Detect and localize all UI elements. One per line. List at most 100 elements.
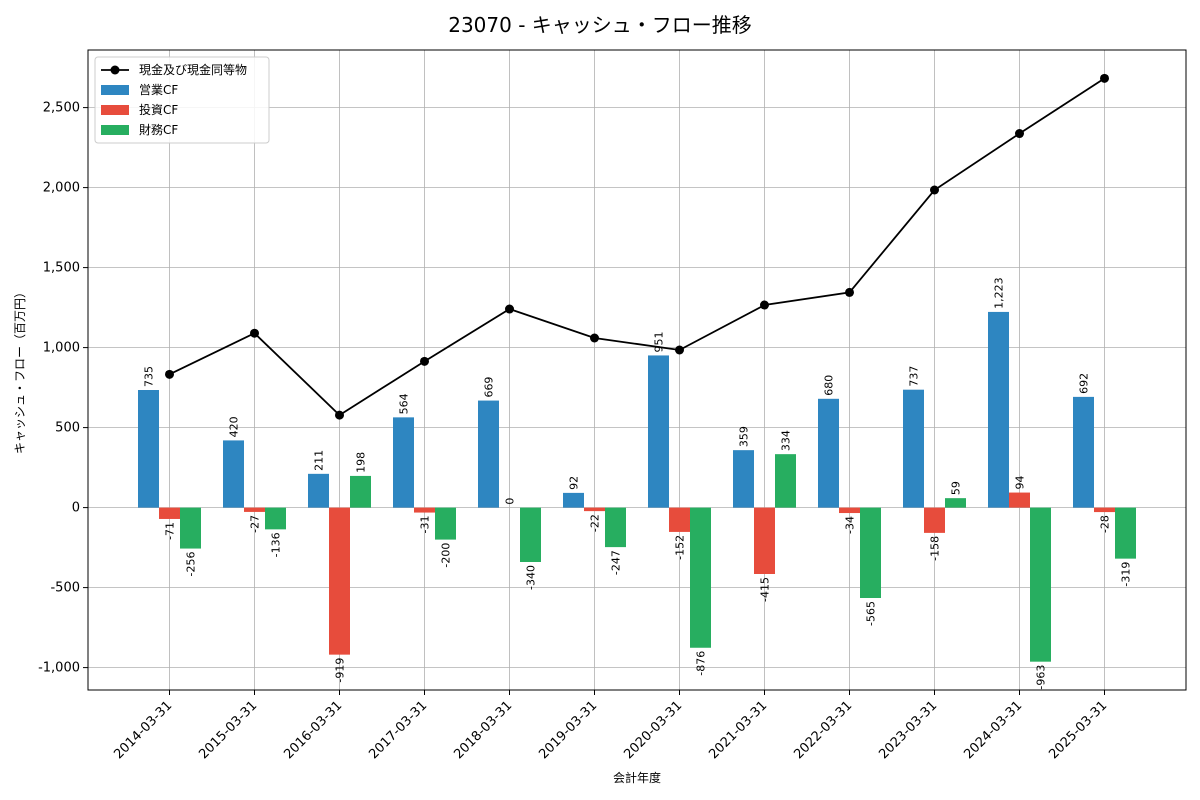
legend-swatch	[101, 85, 129, 95]
bar	[754, 507, 775, 574]
y-tick-label: -500	[50, 581, 80, 596]
cash-line	[165, 73, 1109, 420]
bar	[244, 507, 265, 512]
bar	[818, 398, 839, 508]
x-tick-label: 2017-03-31	[366, 698, 430, 762]
y-tick-label: -1,000	[38, 661, 80, 676]
cash-line-path	[169, 77, 1105, 417]
cash-line-point	[165, 369, 174, 379]
bar-value-label: 59	[950, 481, 963, 495]
bar-value-label: -919	[334, 658, 347, 683]
bar-value-label: 951	[653, 331, 666, 352]
cash-line-point	[930, 185, 939, 195]
y-tick-label: 2,500	[43, 101, 80, 116]
bar	[1030, 507, 1051, 662]
grid	[88, 50, 1186, 690]
chart-title: 23070 - キャッシュ・フロー推移	[448, 13, 752, 37]
x-tick-label: 2022-03-31	[791, 698, 855, 762]
bar	[1009, 492, 1030, 508]
x-tick-label: 2018-03-31	[451, 698, 515, 762]
cash-line-point	[505, 304, 514, 314]
bar	[138, 390, 159, 508]
cash-line-point	[590, 333, 599, 343]
bar-labels: 735 420 211 564 669 92 951 359 680 737 1,223 692 -71…	[143, 277, 1133, 689]
bar-value-label: 198	[355, 452, 368, 473]
bar-value-label: 92	[568, 476, 581, 490]
x-tick-label: 2019-03-31	[536, 698, 600, 762]
bar-value-label: -34	[844, 516, 857, 534]
bar-value-label: 737	[908, 366, 921, 387]
bar	[329, 507, 350, 655]
bar	[605, 507, 626, 548]
bars	[138, 311, 1136, 662]
bar	[180, 507, 201, 549]
bar-value-label: -28	[1099, 515, 1112, 533]
bar-value-label: -27	[249, 515, 262, 533]
bar	[903, 389, 924, 508]
bar	[733, 450, 754, 508]
bar	[988, 311, 1009, 508]
bar-value-label: 211	[313, 450, 326, 471]
x-tick-label: 2015-03-31	[196, 698, 260, 762]
bar	[860, 507, 881, 598]
bar	[435, 507, 456, 540]
x-axis: 2014-03-31 2015-03-31 2016-03-31 2017-03-31…	[111, 690, 1110, 762]
cash-line-point	[1100, 73, 1109, 83]
legend-swatch	[101, 125, 129, 135]
x-tick-label: 2023-03-31	[876, 698, 940, 762]
bar-value-label: 94	[1014, 476, 1027, 490]
bar	[563, 492, 584, 508]
cash-line-point	[335, 410, 344, 420]
bar-value-label: 735	[143, 366, 156, 387]
bar	[414, 507, 435, 513]
bar-value-label: -876	[695, 651, 708, 676]
bar-value-label: -963	[1035, 665, 1048, 690]
bar	[648, 355, 669, 508]
bar-value-label: -158	[929, 536, 942, 561]
bar-value-label: -136	[270, 532, 283, 557]
bar-value-label: 334	[780, 430, 793, 451]
legend-label: 現金及び現金同等物	[139, 62, 247, 77]
bar-value-label: 1,223	[993, 277, 1006, 309]
cash-line-point	[760, 300, 769, 310]
cash-line-point	[420, 356, 429, 366]
bar-value-label: 564	[398, 393, 411, 414]
x-tick-label: 2014-03-31	[111, 698, 175, 762]
bar-value-label: 420	[228, 416, 241, 437]
legend-swatch	[101, 105, 129, 115]
plot-frame	[87, 49, 1187, 691]
bar-value-label: -71	[164, 522, 177, 540]
legend-marker	[110, 65, 120, 75]
legend-box	[94, 56, 270, 144]
bar	[924, 507, 945, 533]
bar	[775, 454, 796, 508]
bar-value-label: -340	[525, 565, 538, 590]
bar	[839, 507, 860, 514]
cash-line-point	[675, 345, 684, 355]
bar	[945, 498, 966, 508]
bar-value-label: 0	[504, 498, 517, 505]
bar-value-label: -200	[440, 543, 453, 568]
bar-value-label: 669	[483, 377, 496, 398]
bar	[393, 417, 414, 508]
y-tick-label: 1,000	[43, 341, 80, 356]
y-tick-label: 2,000	[43, 181, 80, 196]
x-axis-label: 会計年度	[613, 770, 661, 785]
bar	[520, 507, 541, 562]
bar	[223, 440, 244, 508]
bar	[478, 400, 499, 508]
legend-label: 投資CF	[139, 102, 178, 117]
cash-line-point	[845, 287, 854, 297]
y-axis-label: キャッシュ・フロー（百万円）	[13, 286, 27, 454]
x-tick-label: 2024-03-31	[961, 698, 1025, 762]
y-axis: -1,000 -500 0 500 1,000 1,500 2,000 2,500	[38, 101, 88, 676]
cash-line-point	[1015, 129, 1024, 139]
cash-line-point	[250, 328, 259, 338]
bar	[308, 473, 329, 508]
bar	[669, 507, 690, 532]
bar-value-label: 692	[1078, 373, 1091, 394]
y-tick-label: 0	[72, 501, 80, 516]
x-tick-label: 2021-03-31	[706, 698, 770, 762]
bar-value-label: 680	[823, 375, 836, 396]
legend-label: 営業CF	[139, 83, 178, 97]
